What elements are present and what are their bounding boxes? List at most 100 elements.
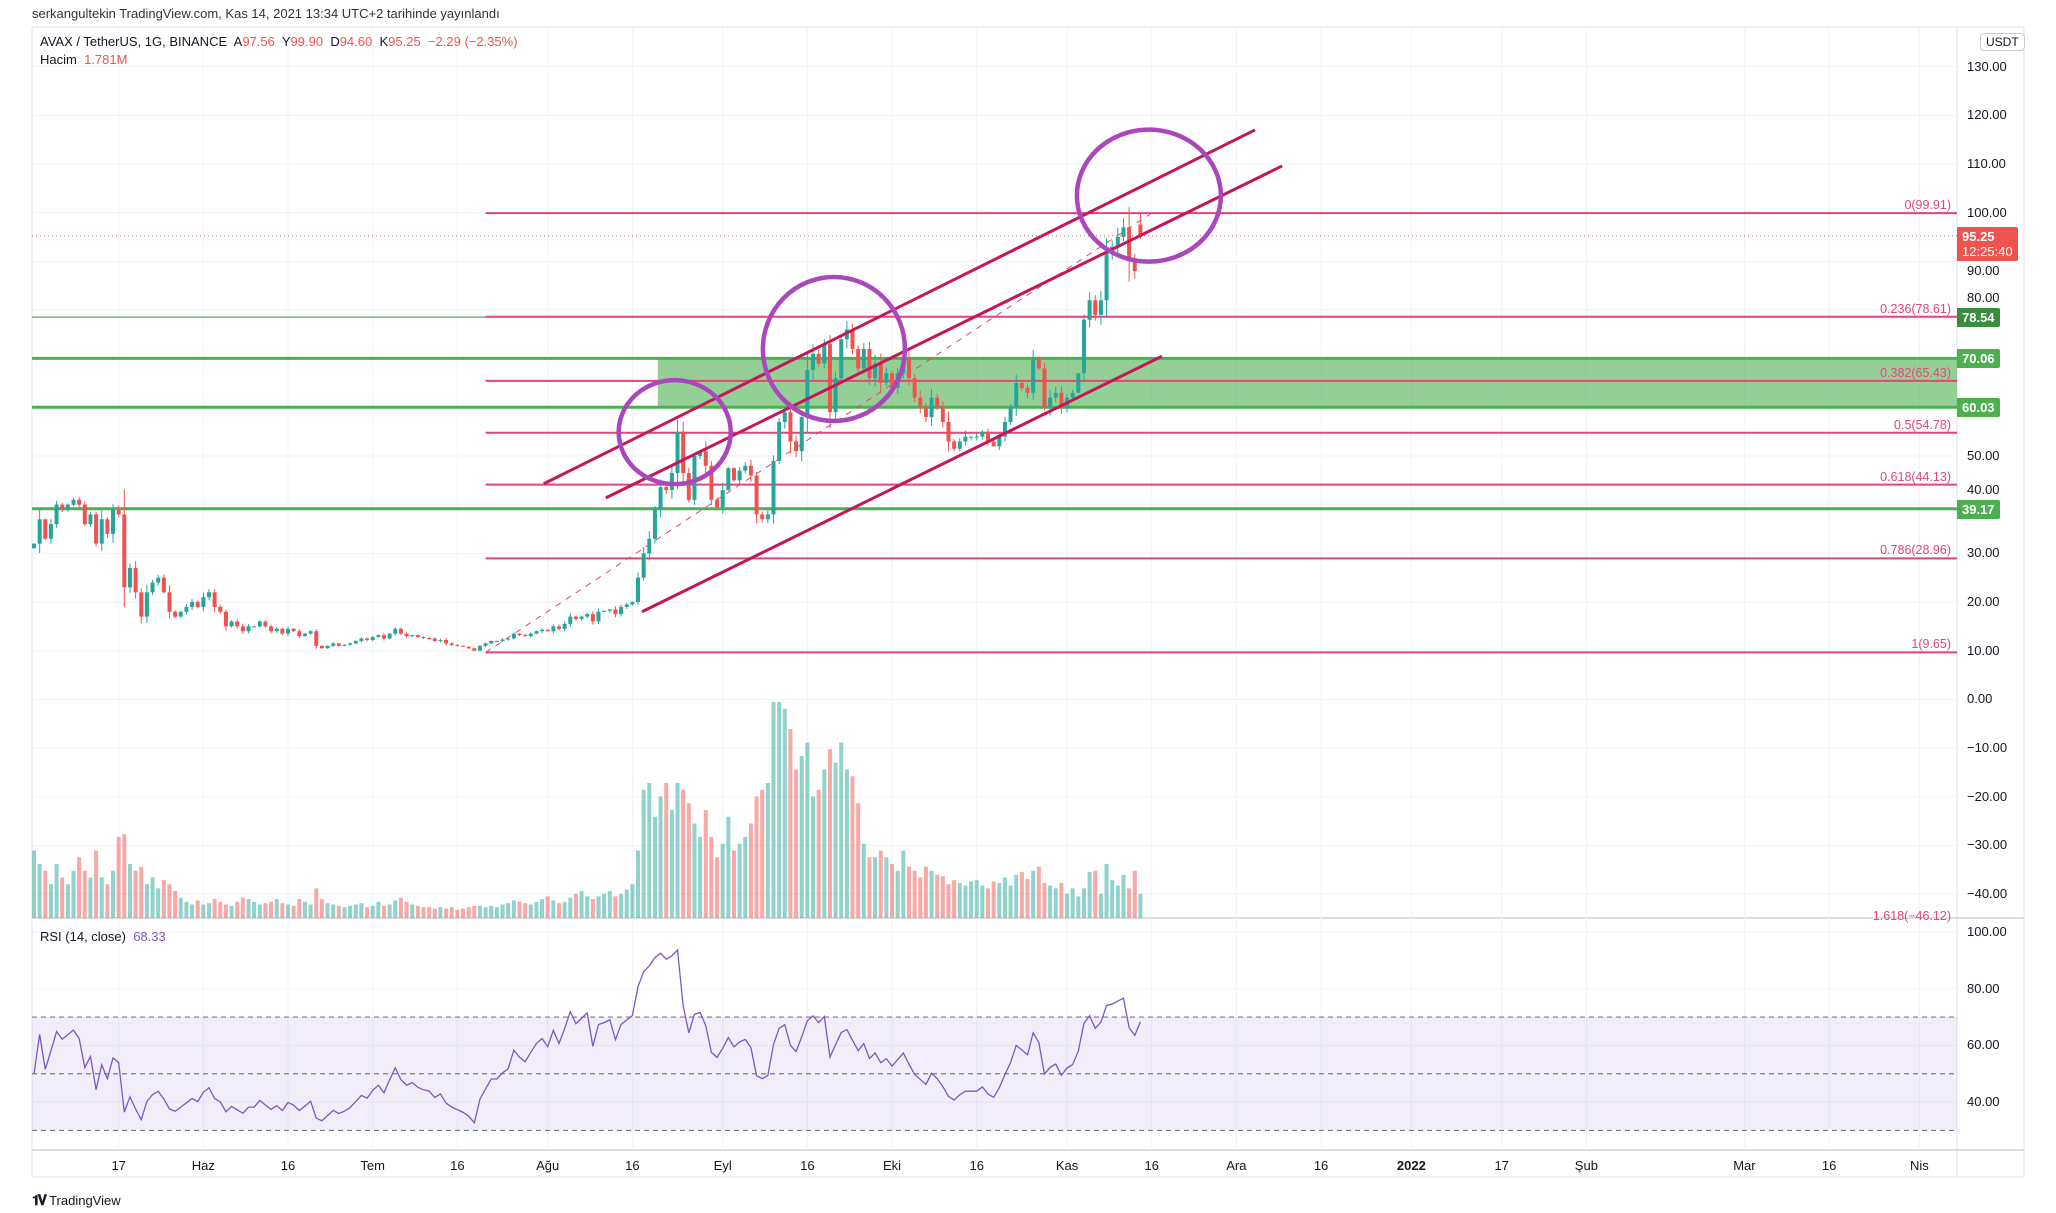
volume-bar — [1036, 866, 1041, 918]
candle-body — [935, 397, 940, 408]
volume-bar — [777, 702, 782, 918]
volume-bar — [1059, 882, 1064, 918]
candle-body — [246, 626, 251, 632]
candle-body — [494, 640, 499, 642]
candle-body — [1138, 224, 1143, 236]
candle-body — [1127, 227, 1132, 262]
candle-body — [1104, 251, 1109, 301]
volume-bar — [551, 900, 556, 918]
volume-label[interactable]: Hacim — [40, 52, 77, 67]
candle-body — [432, 638, 437, 641]
candle-body — [1115, 237, 1120, 247]
candle-body — [144, 592, 149, 617]
time-axis-label: 16 — [969, 1158, 984, 1173]
volume-bar — [1081, 888, 1086, 918]
candle-body — [43, 519, 48, 539]
candle-body — [681, 431, 686, 474]
volume-bar — [816, 789, 821, 918]
volume-bar — [427, 907, 432, 918]
candle-body — [715, 499, 720, 508]
bar-countdown: 12:25:40 — [1962, 243, 2013, 259]
candle-body — [765, 514, 770, 520]
candle-body — [1053, 392, 1058, 398]
candle-body — [1076, 373, 1081, 393]
volume-bar — [867, 857, 872, 918]
volume-bar — [969, 881, 974, 918]
time-axis-label: Eyl — [713, 1158, 732, 1173]
candle-body — [675, 431, 680, 474]
volume-bar — [432, 908, 437, 918]
volume-bar — [517, 901, 522, 918]
volume-bar — [1014, 874, 1019, 918]
volume-bar — [43, 870, 48, 918]
volume-bar — [393, 900, 398, 918]
candle-body — [1070, 392, 1075, 398]
volume-bar — [506, 903, 511, 918]
candle-body — [280, 628, 285, 634]
volume-bar — [449, 907, 454, 918]
candle-body — [816, 353, 821, 364]
volume-bar — [139, 866, 144, 918]
volume-bar — [308, 904, 313, 918]
volume-bar — [946, 884, 951, 918]
candle-body — [517, 633, 522, 636]
volume-bar — [596, 896, 601, 918]
volume-bar — [111, 870, 116, 918]
candle-body — [822, 344, 827, 364]
volume-bar — [912, 870, 917, 918]
open-value: 97.56 — [242, 34, 275, 49]
candle-body — [252, 626, 257, 628]
high-label: Y — [281, 34, 291, 49]
candle-body — [286, 628, 291, 634]
volume-bar — [240, 897, 245, 918]
candle-body — [748, 465, 753, 476]
volume-bar — [1031, 870, 1036, 918]
candle-body — [613, 609, 618, 615]
candle-body — [381, 635, 386, 639]
candle-body — [229, 621, 234, 627]
volume-bar — [483, 907, 488, 918]
time-axis-label: Haz — [191, 1158, 215, 1173]
currency-button[interactable]: USDT — [1980, 33, 2025, 51]
volume-bar — [652, 816, 657, 918]
price-axis-label: 130.00 — [1967, 58, 2007, 74]
candle-body — [641, 553, 646, 578]
candle-body — [1081, 319, 1086, 374]
symbol-name[interactable]: AVAX / TetherUS, 1G, BINANCE — [40, 34, 228, 49]
candle-body — [562, 623, 567, 629]
candle-body — [906, 358, 911, 379]
volume-bar — [935, 874, 940, 918]
volume-bar — [590, 899, 595, 918]
candle-body — [686, 473, 691, 500]
candle-body — [607, 609, 612, 611]
volume-bar — [765, 783, 770, 918]
candle-body — [737, 470, 742, 481]
candle-body — [1019, 383, 1024, 388]
volume-bar — [218, 901, 223, 918]
rsi-label[interactable]: RSI (14, close) — [40, 929, 126, 944]
candle-body — [173, 611, 178, 617]
channel-line — [641, 354, 1163, 614]
fib-level-label: 0(99.91) — [1904, 198, 1951, 213]
volume-bar — [602, 893, 607, 918]
candle-body — [771, 460, 776, 515]
tradingview-logo[interactable]: 𝟏𝐕 TradingView — [32, 1192, 121, 1209]
volume-bar — [698, 837, 703, 918]
candle-body — [602, 610, 607, 612]
volume-bar — [794, 769, 799, 918]
time-axis-label: Nis — [1910, 1158, 1929, 1173]
candle-body — [1031, 358, 1036, 393]
volume-bar — [252, 901, 257, 918]
change-value: −2.29 (−2.35%) — [427, 34, 518, 49]
volume-bar — [167, 884, 172, 918]
candle-body — [1036, 358, 1041, 369]
candle-body — [805, 369, 810, 418]
candle-body — [573, 616, 578, 620]
volume-bar — [212, 899, 217, 918]
candle-body — [720, 490, 725, 508]
volume-value: 1.781M — [84, 52, 128, 67]
volume-bar — [613, 896, 618, 918]
candle-body — [873, 363, 878, 379]
candle-body — [336, 643, 341, 646]
